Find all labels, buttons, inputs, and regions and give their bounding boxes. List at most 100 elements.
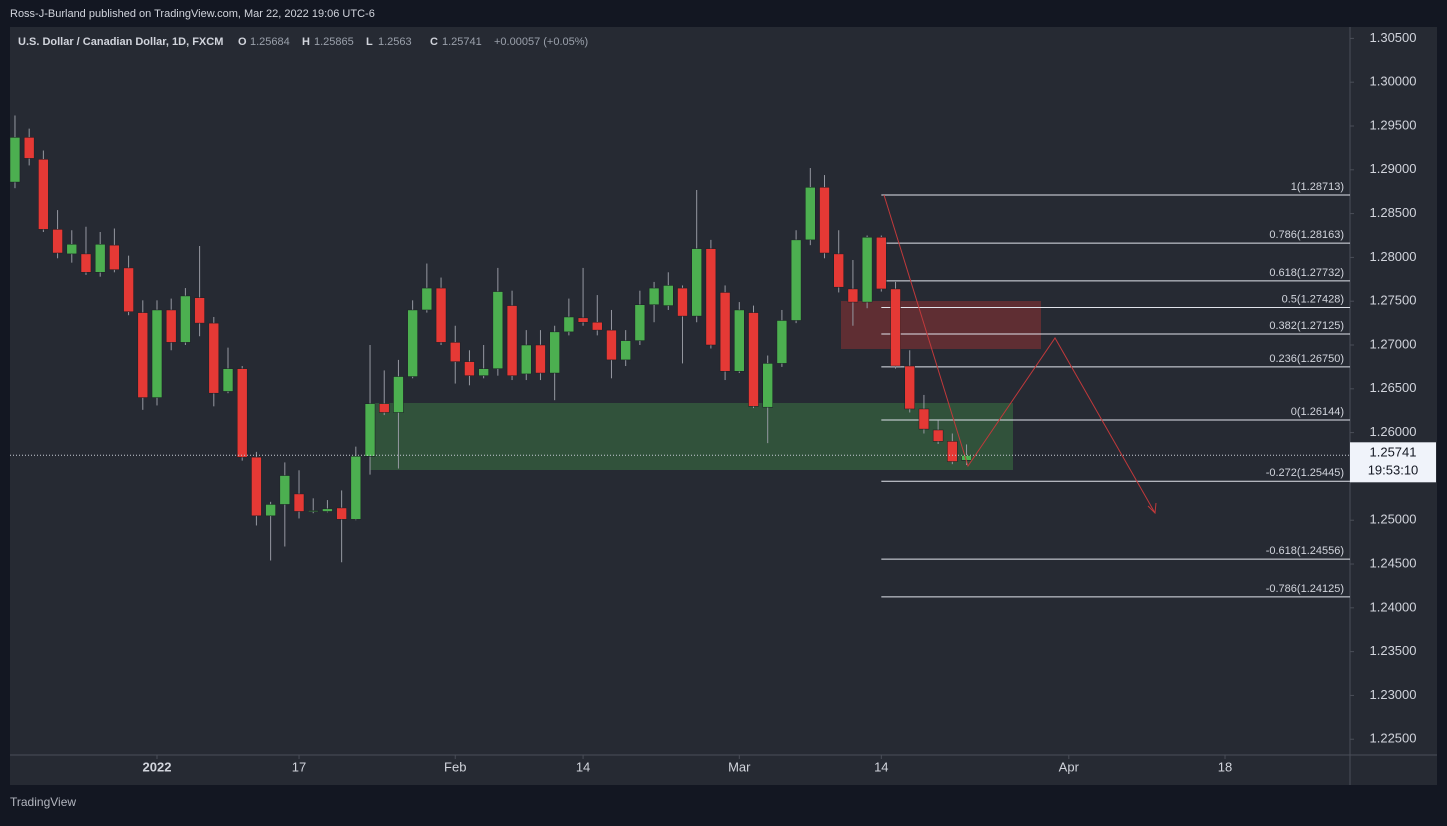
plot: 1(1.28713) 0.786(1.28163) 0.618(1.27732) 0.… [9,115,1350,598]
candle-body [861,237,873,303]
candle-body [265,504,276,517]
y-tick-label: 1.23500 [1370,643,1417,658]
candle-body [38,159,49,230]
candle-body [279,475,291,505]
candle-body [336,507,347,520]
candle-body [918,408,930,430]
candle-body [535,344,546,374]
x-tick-label: 14 [576,759,590,774]
candle-body [94,244,106,273]
candle-body [308,510,319,512]
candle-body [805,187,816,241]
y-tick-label: 1.25000 [1370,512,1417,527]
candle-body [492,291,504,369]
footer-logo: TradingView [10,795,76,809]
candle-body [876,237,887,290]
fib-label: -0.272(1.25445) [1266,467,1344,479]
fib-label: 0.618(1.27732) [1269,267,1344,279]
ohlc-label: O [238,36,247,48]
candle-body [904,365,915,410]
ohlc-value: 1.25741 [442,36,482,48]
candle-body [450,342,461,362]
fib-label: 0.786(1.28163) [1269,229,1344,241]
x-tick-label: 17 [292,759,306,774]
candle-body [819,187,830,254]
candle-body [151,309,163,398]
candle-body [620,340,631,361]
candle-body [407,309,418,377]
candle-body [577,317,589,323]
candle-body [947,441,958,462]
candle-body [421,287,433,311]
demand-zone [370,403,1013,470]
y-tick-label: 1.22500 [1370,731,1417,746]
candle-body [364,403,376,457]
chart-title: U.S. Dollar / Canadian Dollar, 1D, FXCM [18,36,223,48]
candle-body [9,137,21,183]
candle-body [137,312,149,398]
fib-label: 1(1.28713) [1291,181,1344,193]
candle-body [435,287,447,343]
candle-body [932,429,944,442]
candle-body [677,287,688,317]
y-tick-label: 1.24500 [1370,555,1417,570]
candle-body [762,363,773,408]
candle-body [606,329,617,361]
y-tick-label: 1.28000 [1370,249,1417,264]
fib-label: 0(1.26144) [1291,406,1344,418]
change-value: +0.00057 (+0.05%) [494,36,588,48]
candle-body [663,285,674,306]
attribution: Ross-J-Burland published on TradingView.… [10,8,375,20]
ohlc-label: C [430,36,438,48]
x-tick-label: Apr [1059,759,1080,774]
candle-body [890,288,901,367]
candle-body [592,321,603,331]
candle-body [705,248,717,346]
candle-body [180,295,191,343]
candle-body [790,239,802,321]
candle-body [52,229,63,254]
candle-body [521,344,532,375]
candle-body [563,316,575,333]
arrow-head [1147,502,1157,515]
y-tick-label: 1.24000 [1370,599,1417,614]
candle-body [719,292,731,372]
candle-body [165,309,177,343]
y-tick-label: 1.27000 [1370,336,1417,351]
projection-path [883,194,1156,514]
chart-pane [10,27,1437,785]
fib-label: -0.618(1.24556) [1266,545,1344,557]
fib-label: 0.382(1.27125) [1269,320,1344,332]
candle-body [691,248,702,317]
y-tick-label: 1.28500 [1370,205,1417,220]
ohlc-value: 1.25684 [250,36,290,48]
candle-body [194,297,205,324]
y-tick-label: 1.30000 [1370,74,1417,89]
candle-body [109,244,120,270]
ohlc-value: 1.25865 [314,36,354,48]
x-tick-label: 14 [874,759,888,774]
candle-body [549,331,560,374]
x-tick-label: Feb [444,759,466,774]
ohlc-label: H [302,36,310,48]
candle-body [464,361,475,376]
candle-body [236,368,248,458]
candle-body [66,244,78,255]
candle-body [123,267,134,312]
y-tick-label: 1.29500 [1370,117,1417,132]
price-label-box [1350,442,1436,483]
x-tick-label: 18 [1218,759,1232,774]
y-tick-label: 1.27500 [1370,293,1417,308]
ohlc-value: 1.2563 [378,36,412,48]
fib-label: 0.5(1.27428) [1282,293,1344,305]
candle-body [833,253,844,288]
y-tick-label: 1.23000 [1370,687,1417,702]
candle-body [222,368,234,392]
fib-label: 0.236(1.26750) [1269,353,1344,365]
candle-body [847,288,859,303]
candle-body [350,456,362,520]
price-label: 1.25741 [1370,445,1417,460]
y-tick-label: 1.26500 [1370,380,1417,395]
